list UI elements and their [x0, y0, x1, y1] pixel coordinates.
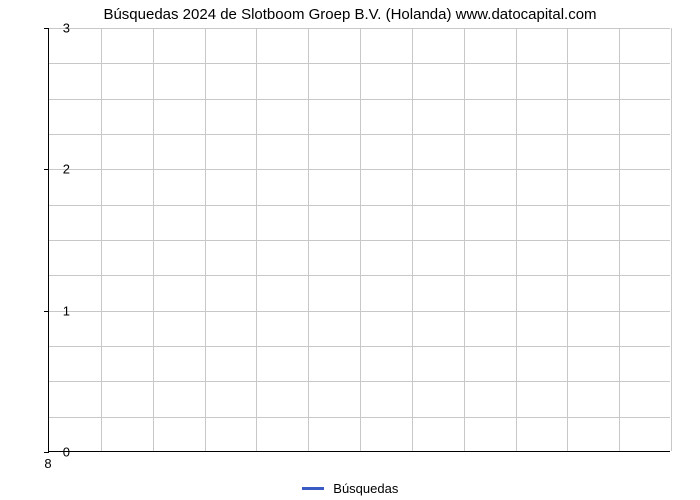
y-tick-label: 3 — [46, 21, 70, 36]
plot-area — [48, 28, 670, 452]
gridline-v — [256, 28, 257, 451]
gridline-v — [412, 28, 413, 451]
gridline-v — [619, 28, 620, 451]
gridline-v — [101, 28, 102, 451]
chart-title: Búsquedas 2024 de Slotboom Groep B.V. (H… — [0, 6, 700, 23]
gridline-v — [671, 28, 672, 451]
gridline-v — [464, 28, 465, 451]
gridline-v — [360, 28, 361, 451]
legend-label: Búsquedas — [333, 481, 398, 496]
x-tick-label: 8 — [44, 456, 51, 471]
chart-container: Búsquedas 2024 de Slotboom Groep B.V. (H… — [0, 0, 700, 500]
gridline-v — [516, 28, 517, 451]
gridline-v — [153, 28, 154, 451]
gridline-v — [308, 28, 309, 451]
legend: Búsquedas — [0, 480, 700, 496]
y-tick-label: 1 — [46, 303, 70, 318]
y-tick-label: 2 — [46, 162, 70, 177]
gridline-v — [567, 28, 568, 451]
gridline-v — [205, 28, 206, 451]
legend-swatch — [302, 487, 324, 490]
